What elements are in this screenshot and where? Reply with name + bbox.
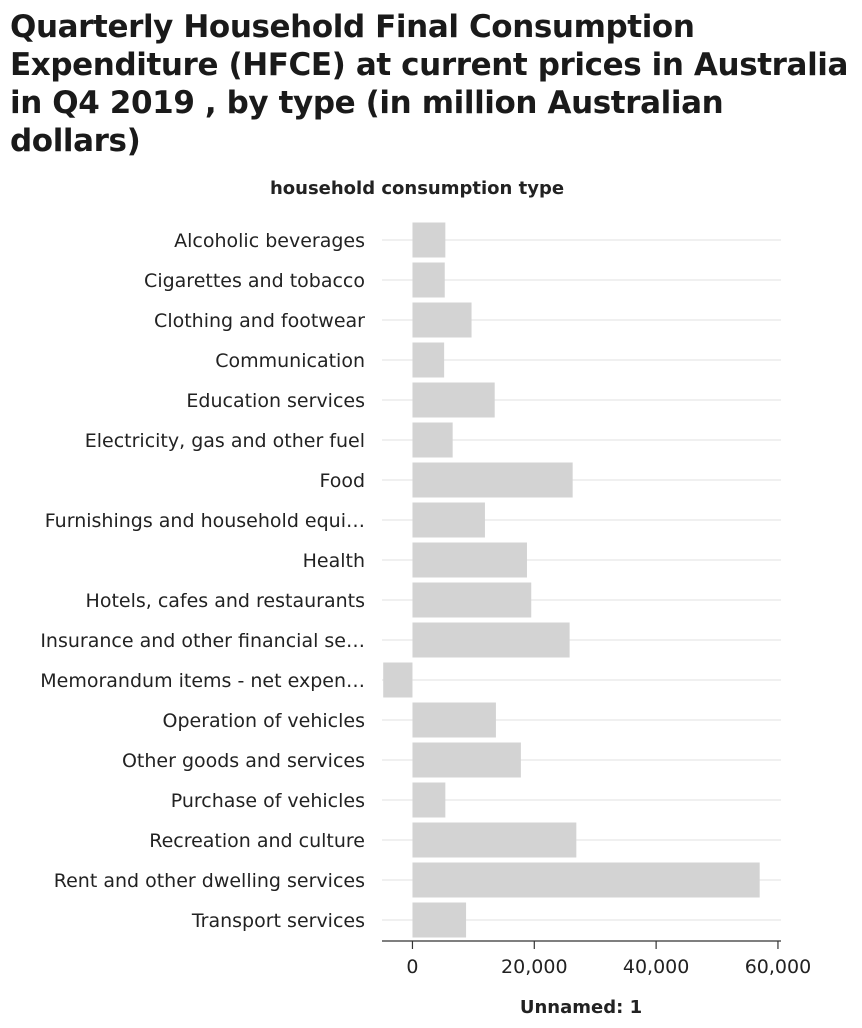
category-label: Cigarettes and tobacco bbox=[144, 270, 365, 292]
category-label: Insurance and other financial se… bbox=[40, 630, 365, 652]
bars bbox=[383, 222, 760, 938]
bar bbox=[412, 302, 472, 338]
category-label: Health bbox=[303, 550, 365, 572]
bar bbox=[412, 462, 573, 498]
category-label: Hotels, cafes and restaurants bbox=[86, 590, 365, 612]
bar bbox=[412, 222, 446, 258]
bar bbox=[412, 542, 527, 578]
category-label: Electricity, gas and other fuel bbox=[85, 430, 365, 452]
category-label: Transport services bbox=[191, 910, 365, 932]
bar bbox=[412, 782, 446, 818]
y-axis-title: household consumption type bbox=[270, 178, 564, 199]
category-label: Food bbox=[319, 470, 365, 492]
x-tick-label: 40,000 bbox=[623, 956, 689, 978]
category-label: Clothing and footwear bbox=[154, 310, 365, 332]
category-label: Recreation and culture bbox=[149, 830, 365, 852]
bar bbox=[383, 662, 413, 698]
category-label: Rent and other dwelling services bbox=[54, 870, 365, 892]
category-label: Communication bbox=[215, 350, 365, 372]
bar bbox=[412, 582, 532, 618]
category-label: Operation of vehicles bbox=[162, 710, 365, 732]
category-label: Other goods and services bbox=[122, 750, 365, 772]
category-label: Purchase of vehicles bbox=[171, 790, 365, 812]
category-label: Memorandum items - net expen… bbox=[40, 670, 365, 692]
bar bbox=[412, 422, 453, 458]
bar bbox=[412, 902, 467, 938]
x-axis-title: Unnamed: 1 bbox=[520, 997, 642, 1018]
category-label: Furnishings and household equi… bbox=[45, 510, 365, 532]
category-label: Education services bbox=[186, 390, 365, 412]
bar bbox=[412, 382, 495, 418]
x-axis: 0 20,000 40,000 60,000 bbox=[382, 940, 811, 978]
grid-lines bbox=[382, 239, 781, 921]
bar bbox=[412, 742, 521, 778]
bar bbox=[412, 502, 485, 538]
chart-title: Quarterly Household Final Consumption Ex… bbox=[10, 9, 849, 159]
bar bbox=[412, 342, 445, 378]
x-tick-label: 0 bbox=[406, 956, 418, 978]
bar bbox=[412, 622, 570, 658]
category-labels: Alcoholic beverages Cigarettes and tobacc… bbox=[40, 230, 365, 932]
bar bbox=[412, 262, 445, 298]
bar bbox=[412, 702, 496, 738]
bar bbox=[412, 862, 760, 898]
bar bbox=[412, 822, 577, 858]
category-label: Alcoholic beverages bbox=[174, 230, 365, 252]
x-tick-label: 20,000 bbox=[501, 956, 567, 978]
x-tick-label: 60,000 bbox=[745, 956, 811, 978]
